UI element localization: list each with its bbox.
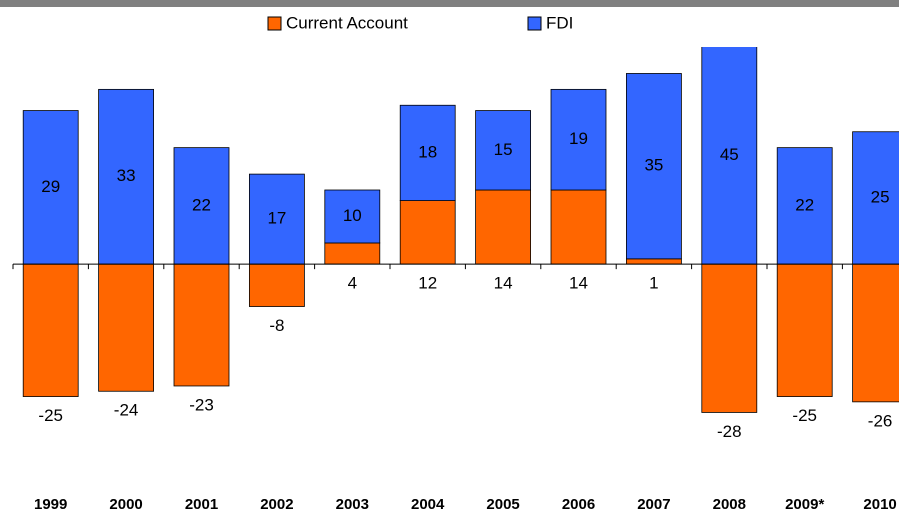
data-label: -28 <box>717 422 742 441</box>
legend-label: FDI <box>546 13 573 32</box>
bar <box>776 147 833 265</box>
bar <box>701 47 758 265</box>
bar <box>475 189 532 265</box>
data-label: 4 <box>348 274 357 293</box>
x-tick-label: 2000 <box>109 496 142 513</box>
bar <box>324 189 381 244</box>
data-label: -23 <box>189 395 214 414</box>
x-tick-label: 2007 <box>637 496 670 513</box>
data-label: 14 <box>494 274 513 293</box>
x-tick-label: 2002 <box>260 496 293 513</box>
data-label: 25 <box>871 187 890 206</box>
x-tick-label: 2010 <box>863 496 896 513</box>
x-tick-label: 2008 <box>713 496 746 513</box>
data-label: 12 <box>418 274 437 293</box>
bar <box>98 263 154 392</box>
bar <box>626 73 682 260</box>
plot-area <box>22 47 899 413</box>
data-label: -25 <box>38 406 63 425</box>
bar <box>173 263 230 387</box>
x-tick-label: 2009* <box>785 496 824 513</box>
bar <box>701 263 758 413</box>
bar <box>626 258 682 265</box>
legend-label: Current Account <box>286 13 408 32</box>
data-label: 18 <box>418 142 437 161</box>
x-tick-label: 2004 <box>411 496 445 513</box>
bar <box>550 88 607 191</box>
bar <box>475 110 532 191</box>
data-label: 14 <box>569 274 588 293</box>
bar <box>399 200 456 265</box>
data-label: -8 <box>269 316 284 335</box>
x-tick-label: 2003 <box>336 496 369 513</box>
x-tick-label: 2006 <box>562 496 595 513</box>
legend-swatch <box>267 16 282 31</box>
data-label: 15 <box>494 140 513 159</box>
data-label: -26 <box>868 411 893 430</box>
bar <box>852 131 899 265</box>
top-bar <box>0 0 899 7</box>
bar <box>173 147 230 265</box>
data-label: 29 <box>41 177 60 196</box>
x-tick-label: 2001 <box>185 496 218 513</box>
data-label: -25 <box>792 406 817 425</box>
legend-swatch <box>527 16 542 31</box>
bar <box>776 263 833 397</box>
data-label: 19 <box>569 129 588 148</box>
bar <box>550 189 607 265</box>
bar <box>98 88 154 265</box>
data-label: 33 <box>117 166 136 185</box>
bar <box>248 173 305 265</box>
data-label: 22 <box>795 195 814 214</box>
bar <box>852 263 899 403</box>
data-label: 17 <box>267 209 286 228</box>
data-label: 10 <box>343 206 362 225</box>
bar <box>22 110 79 265</box>
x-tick-label: 2005 <box>486 496 519 513</box>
data-label: 1 <box>649 274 658 293</box>
x-tick-label: 1999 <box>34 496 67 513</box>
data-label: 45 <box>720 145 739 164</box>
data-label: 35 <box>644 156 663 175</box>
data-label: -24 <box>114 401 139 420</box>
bar <box>22 263 79 397</box>
bar <box>248 263 305 307</box>
bar <box>399 104 456 201</box>
data-label: 22 <box>192 195 211 214</box>
bar <box>324 242 381 265</box>
